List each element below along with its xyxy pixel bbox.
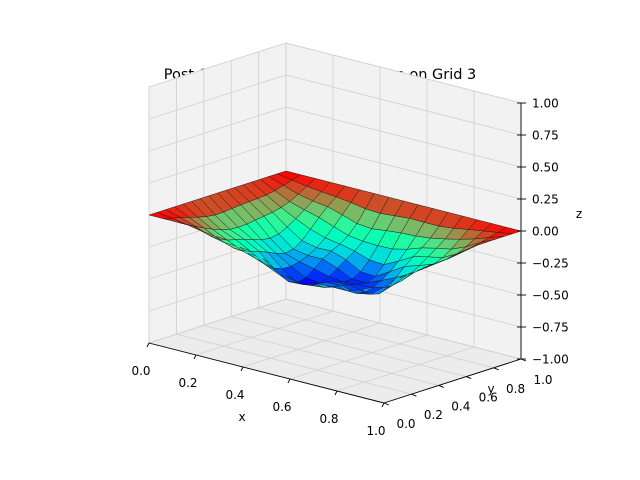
x-tick-label: 0.4 [225, 388, 244, 402]
y-axis-line [383, 358, 522, 404]
y-tick-label: 0.6 [479, 391, 498, 405]
y-tick [466, 376, 472, 380]
y-tick [383, 402, 390, 406]
gridline-z [148, 74, 522, 136]
z-tick-label: 0.75 [532, 129, 559, 143]
z-tick-label: −0.75 [532, 321, 569, 335]
x-tick-label: 0.2 [178, 376, 197, 390]
gridline-z [148, 42, 522, 104]
gridline-z [148, 106, 522, 168]
y-tick [493, 367, 499, 371]
x-tick-label: 1.0 [366, 424, 385, 438]
x-tick [146, 342, 150, 348]
surface-mesh [148, 170, 522, 295]
y-tick [438, 384, 444, 388]
y-tick-label: 1.0 [533, 373, 552, 387]
z-tick-label: 0.00 [532, 225, 559, 239]
tick-labels: 0.0 0.2 0.4 0.6 0.8 1.0 0.0 0.2 0.4 0.6 0.8 1.0 −1.0… [131, 97, 568, 439]
z-tick-label: 0.50 [532, 161, 559, 175]
z-tick-label: 0.25 [532, 193, 559, 207]
z-tick-label: −0.50 [532, 289, 569, 303]
z-tick-label: 1.00 [532, 97, 559, 111]
x-tick [381, 402, 385, 408]
x-tick-label: 0.0 [131, 364, 150, 378]
y-axis-label: y [487, 382, 494, 396]
x-tick [193, 354, 197, 360]
gridline-z [148, 298, 522, 360]
gridline-z [148, 138, 522, 200]
x-tick-label: 0.8 [319, 412, 338, 426]
x-tick-label: 0.6 [272, 400, 291, 414]
z-tick-label: −1.00 [532, 353, 569, 367]
x-axis-line [148, 342, 385, 404]
z-tick-label: −0.25 [532, 257, 569, 271]
x-tick [240, 366, 244, 372]
x-tick [334, 390, 338, 396]
y-tick-label: 0.2 [424, 408, 443, 422]
x-tick [287, 378, 291, 384]
y-tick-label: 0.8 [506, 382, 525, 396]
z-axis-label: z [576, 207, 582, 221]
y-tick-label: 0.0 [396, 417, 415, 431]
y-tick [411, 393, 417, 397]
y-tick-label: 0.4 [451, 399, 470, 413]
x-axis-label: x [238, 410, 245, 424]
